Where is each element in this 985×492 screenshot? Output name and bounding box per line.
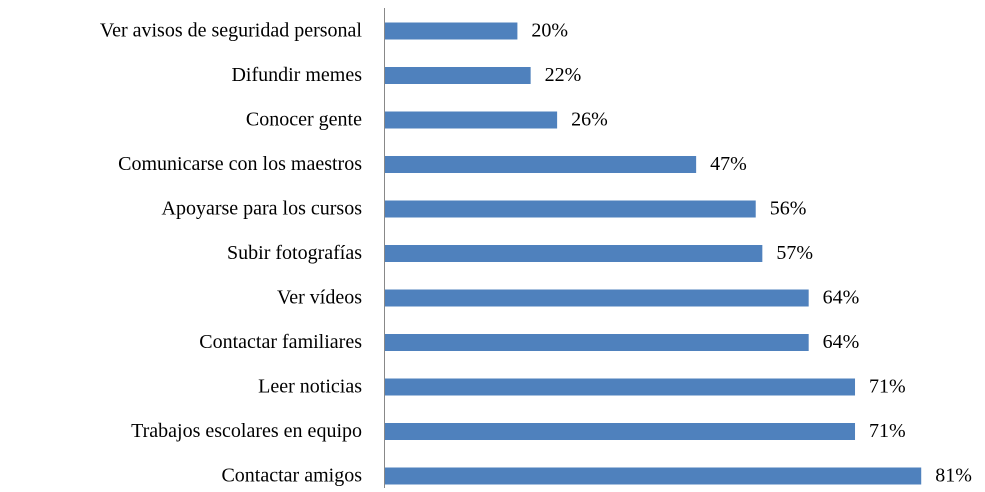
data-label: 56% [770, 198, 807, 220]
data-label: 71% [869, 420, 906, 442]
data-label: 71% [869, 376, 906, 398]
category-label: Difundir memes [231, 64, 362, 86]
category-label: Apoyarse para los cursos [162, 198, 363, 220]
category-label: Trabajos escolares en equipo [131, 420, 362, 442]
bar [385, 245, 763, 262]
bar [385, 423, 856, 440]
bar [385, 67, 531, 84]
bar [385, 289, 809, 307]
data-label: 64% [823, 287, 860, 309]
category-label: Comunicarse con los maestros [118, 153, 362, 175]
data-label: 26% [571, 109, 608, 131]
data-label: 57% [776, 242, 813, 264]
category-label: Ver vídeos [277, 287, 362, 309]
data-label: 20% [531, 20, 568, 42]
bar [385, 200, 756, 218]
bar [385, 378, 856, 396]
bar [385, 111, 558, 129]
bar [385, 467, 922, 485]
data-label: 64% [823, 331, 860, 353]
data-label: 47% [710, 153, 747, 175]
bar [385, 22, 518, 40]
category-label: Conocer gente [246, 109, 362, 131]
category-label: Contactar amigos [221, 465, 362, 487]
data-label: 22% [545, 64, 582, 86]
data-label: 81% [935, 465, 972, 487]
bar [385, 156, 697, 173]
category-label: Ver avisos de seguridad personal [100, 20, 363, 42]
category-label: Contactar familiares [199, 331, 362, 353]
bar [385, 334, 809, 351]
category-label: Leer noticias [258, 376, 362, 398]
category-label: Subir fotografías [227, 242, 362, 264]
